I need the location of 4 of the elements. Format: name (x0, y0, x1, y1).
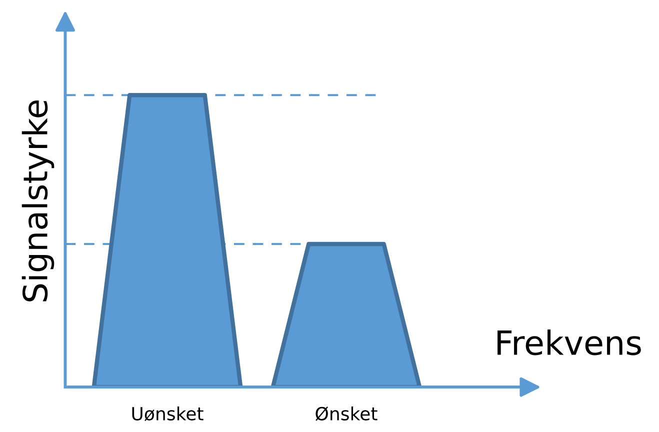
y-axis-title: Signalstyrke (22, 100, 54, 302)
x-axis-title: Frekvens (498, 329, 641, 356)
x-tick-label: Uønsket (132, 406, 204, 422)
x-tick-label: Ønsket (316, 406, 378, 421)
